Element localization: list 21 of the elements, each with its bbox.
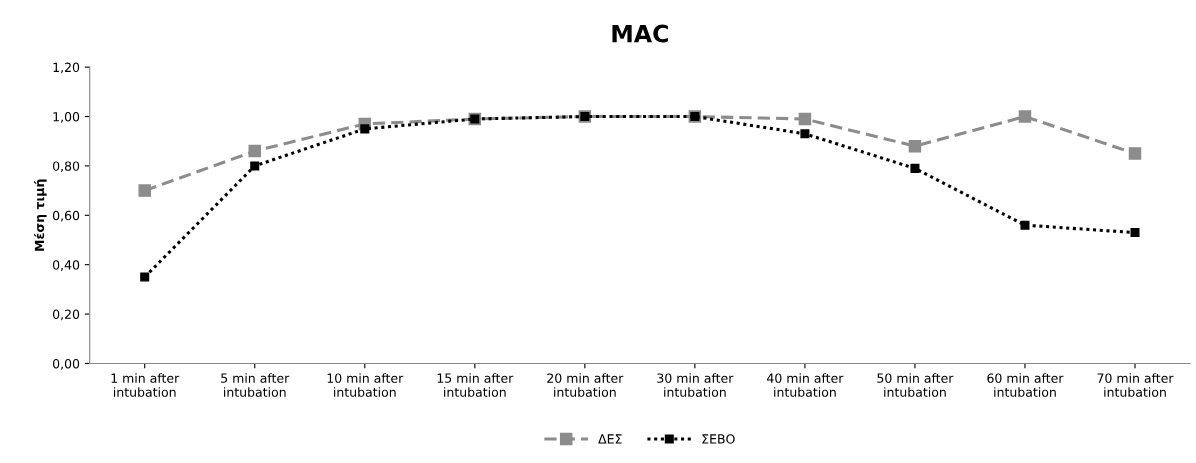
x-tick-label: 70 min after intubation (1097, 373, 1174, 397)
x-tick-label: 50 min after intubation (877, 373, 954, 397)
y-axis-title: Μέση τιμή (33, 179, 47, 251)
chart-title: MAC (612, 24, 668, 43)
y-tick-label: 0,40 (52, 260, 80, 271)
y-tick-label: 0,00 (52, 358, 80, 370)
y-tick-label: 1,00 (53, 111, 80, 123)
legend-label: ΣΕΒΟ (702, 434, 735, 444)
y-tick-label: 0,20 (52, 309, 80, 321)
y-tick-label: 0,60 (52, 210, 80, 222)
y-tick-label: 0,80 (52, 161, 80, 173)
x-tick-label: 40 min after intubation (767, 373, 844, 397)
x-tick-label: 15 min after intubation (437, 373, 514, 397)
legend-label: ΔΕΣ (598, 434, 622, 444)
x-tick-label: 10 min after intubation (327, 373, 404, 397)
x-tick-label: 5 min after intubation (221, 373, 290, 397)
x-tick-label: 30 min after intubation (657, 373, 734, 397)
x-tick-label: 60 min after intubation (987, 373, 1064, 397)
x-tick-label: 20 min after intubation (547, 373, 624, 397)
y-tick-label: 1,20 (53, 62, 80, 74)
x-tick-label: 1 min after intubation (111, 373, 180, 397)
